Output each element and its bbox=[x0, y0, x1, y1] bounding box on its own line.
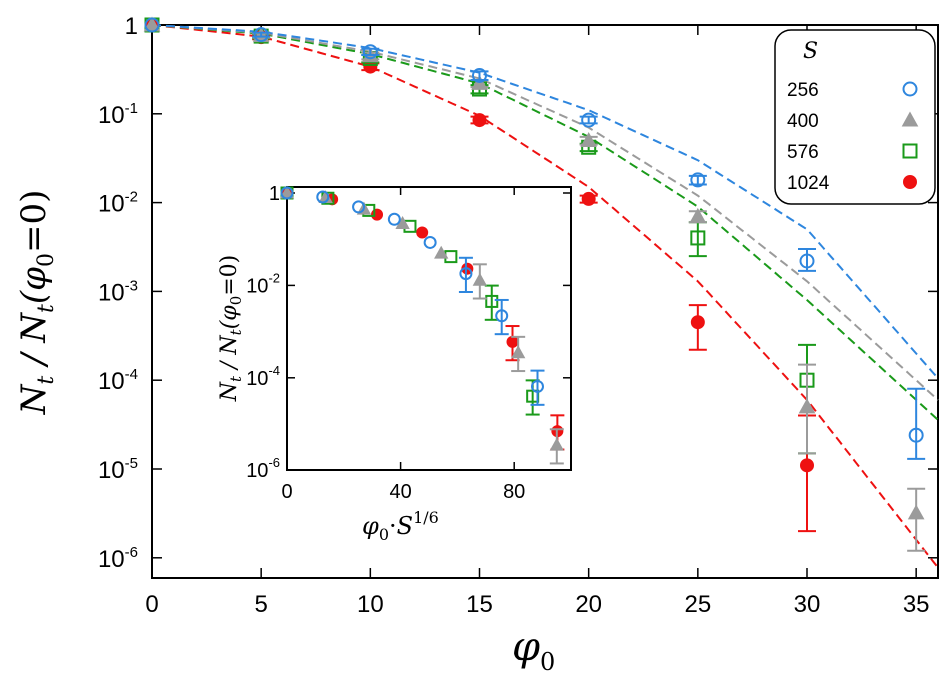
fit-curve-400 bbox=[151, 24, 939, 401]
fit-curve-256 bbox=[151, 24, 939, 379]
legend-marker-400 bbox=[901, 111, 919, 127]
inset-ticks: 0 40 80 1 10-2 10-4 10-6 bbox=[246, 183, 571, 503]
main-x-tick-label: 20 bbox=[575, 591, 602, 618]
inset-x-tick-label: 80 bbox=[503, 481, 525, 503]
main-x-tick-label: 10 bbox=[357, 591, 384, 618]
legend-label-576: 576 bbox=[787, 142, 819, 163]
inset-x-tick-label: 0 bbox=[281, 481, 292, 503]
inset-x-tick-label: 40 bbox=[389, 481, 411, 503]
series-256 bbox=[144, 17, 926, 460]
svg-text:Nt / Nt(φ0=0): Nt / Nt(φ0=0) bbox=[217, 255, 245, 403]
legend-marker-1024 bbox=[903, 175, 917, 189]
data-point bbox=[362, 44, 378, 60]
inset-y-tick-label: 1 bbox=[269, 183, 280, 205]
inset-data-point bbox=[434, 245, 449, 259]
data-point bbox=[908, 427, 924, 443]
legend-box bbox=[774, 29, 936, 205]
data-point bbox=[581, 112, 597, 128]
main-x-tick-label: 30 bbox=[794, 591, 821, 618]
main-data-points bbox=[143, 16, 926, 552]
data-point bbox=[800, 458, 814, 473]
inset-data-point bbox=[280, 186, 294, 200]
main-y-tick-label: 10-1 bbox=[98, 100, 138, 129]
main-x-tick-label: 0 bbox=[145, 591, 158, 618]
inset-y-axis-label: Nt / Nt(φ0=0) bbox=[217, 255, 245, 403]
inset-data-point bbox=[485, 294, 499, 308]
inset-data-points bbox=[279, 185, 565, 465]
main-x-tick-label: 25 bbox=[684, 591, 711, 618]
inset-data-point bbox=[459, 267, 473, 281]
inset-y-tick-label: 10-2 bbox=[246, 270, 280, 297]
data-point bbox=[798, 398, 816, 414]
data-point bbox=[581, 191, 596, 206]
inset-y-tick-label: 10-6 bbox=[246, 455, 280, 482]
legend-title: S bbox=[803, 39, 818, 64]
main-y-axis-label: Nt / Nt(φ0=0) bbox=[14, 190, 59, 416]
main-y-tick-label: 10-3 bbox=[98, 277, 138, 306]
data-point bbox=[472, 113, 487, 128]
inset-y-tick-label: 10-4 bbox=[246, 363, 280, 390]
inset-data-point bbox=[371, 208, 384, 221]
inset-series-256 bbox=[280, 186, 545, 406]
inset-data-point bbox=[472, 272, 488, 286]
svg-text:Nt / Nt(φ0=0): Nt / Nt(φ0=0) bbox=[14, 190, 59, 416]
main-y-tick-label: 10-2 bbox=[98, 189, 138, 218]
inset-plot-frame bbox=[286, 186, 572, 471]
main-x-axis-label: φ0 bbox=[512, 624, 555, 676]
legend-marker-256 bbox=[902, 81, 918, 97]
inset-series-400 bbox=[279, 185, 564, 465]
legend-items: 256 400 576 1024 bbox=[787, 80, 919, 194]
data-point bbox=[799, 253, 815, 269]
main-y-tick-label: 10-4 bbox=[98, 366, 138, 395]
legend-marker-576 bbox=[902, 143, 918, 159]
inset-data-point bbox=[423, 235, 437, 249]
main-x-tick-label: 35 bbox=[903, 591, 930, 618]
data-point bbox=[472, 67, 487, 83]
legend-label-256: 256 bbox=[787, 80, 819, 101]
inset-data-point bbox=[511, 345, 526, 359]
data-point bbox=[253, 27, 269, 43]
main-y-tick-label: 10-6 bbox=[98, 544, 138, 573]
data-point bbox=[689, 207, 707, 223]
inset-data-point bbox=[387, 212, 401, 226]
data-point bbox=[580, 132, 597, 148]
fit-curve-576 bbox=[151, 24, 939, 421]
inset-data-point bbox=[549, 437, 564, 451]
data-point bbox=[690, 230, 706, 246]
data-point bbox=[144, 17, 160, 33]
data-point bbox=[690, 172, 706, 188]
inset-data-point bbox=[352, 200, 366, 214]
inset-data-point bbox=[316, 190, 330, 204]
main-plot-frame bbox=[151, 24, 939, 579]
inset-data-point bbox=[495, 309, 509, 323]
main-y-tick-label: 1 bbox=[125, 13, 138, 40]
main-y-tick-label: 10-5 bbox=[98, 455, 138, 484]
legend-label-1024: 1024 bbox=[787, 173, 830, 194]
inset-x-axis-label: φ0·S1/6 bbox=[362, 508, 439, 544]
inset-data-point bbox=[530, 379, 544, 393]
inset-data-point bbox=[416, 226, 429, 239]
legend-label-400: 400 bbox=[787, 111, 819, 132]
main-x-tick-label: 5 bbox=[254, 591, 267, 618]
data-point bbox=[907, 504, 925, 520]
main-x-tick-label: 15 bbox=[466, 591, 493, 618]
inset-background bbox=[254, 187, 579, 470]
inset-data-point bbox=[506, 335, 519, 348]
data-point bbox=[690, 315, 705, 330]
